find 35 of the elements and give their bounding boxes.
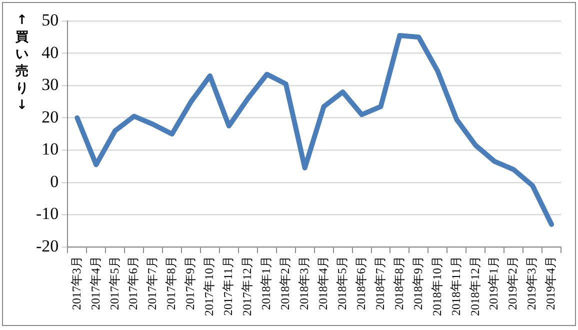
x-tick-label: 2018年9月 bbox=[410, 256, 425, 310]
x-tick-label: 2019年2月 bbox=[506, 256, 520, 310]
x-tick-label: 2018年7月 bbox=[372, 256, 387, 310]
x-tick-label: 2018年1月 bbox=[259, 256, 274, 310]
x-tick-label: 2017年3月 bbox=[69, 256, 84, 310]
x-tick-label: 2017年4月 bbox=[88, 256, 102, 310]
x-tick-label: 2017年9月 bbox=[183, 256, 198, 310]
x-tick-label: 2018年3月 bbox=[297, 256, 311, 310]
x-tick-label: 2019年4月 bbox=[544, 256, 558, 310]
x-tick-label: 2018年11月 bbox=[448, 256, 463, 316]
x-tick-label: 2018年10月 bbox=[430, 256, 444, 316]
y-tick-label: 50 bbox=[42, 10, 59, 30]
x-tick-label: 2017年10月 bbox=[202, 256, 216, 316]
y-tick-label: -10 bbox=[36, 204, 59, 224]
y-tick-label: 0 bbox=[50, 172, 59, 191]
y-tick-label: 40 bbox=[42, 42, 59, 62]
y-tick-label: -20 bbox=[36, 236, 59, 256]
x-tick-label: 2018年12月 bbox=[468, 256, 482, 316]
x-tick-label: 2018年5月 bbox=[334, 256, 349, 310]
x-tick-label: 2018年4月 bbox=[316, 256, 330, 310]
y-axis-title: ↑買い売り↓ bbox=[14, 13, 30, 115]
x-tick-label: 2017年8月 bbox=[164, 256, 178, 310]
x-tick-label: 2019年1月 bbox=[486, 256, 501, 310]
x-tick-label: 2017年11月 bbox=[221, 256, 236, 316]
y-tick-label: 20 bbox=[42, 107, 59, 126]
x-tick-label: 2017年6月 bbox=[126, 256, 140, 310]
y-tick-label: 10 bbox=[42, 140, 59, 159]
x-tick-label: 2018年2月 bbox=[278, 256, 292, 310]
x-tick-label: 2017年7月 bbox=[145, 256, 160, 310]
x-tick-label: 2017年5月 bbox=[107, 256, 122, 310]
x-tick-label: 2018年8月 bbox=[392, 256, 406, 310]
y-tick-label: 30 bbox=[42, 75, 59, 94]
x-tick-label: 2019年3月 bbox=[524, 256, 539, 310]
x-tick-label: 2018年6月 bbox=[354, 256, 368, 310]
x-tick-label: 2017年12月 bbox=[240, 256, 254, 316]
